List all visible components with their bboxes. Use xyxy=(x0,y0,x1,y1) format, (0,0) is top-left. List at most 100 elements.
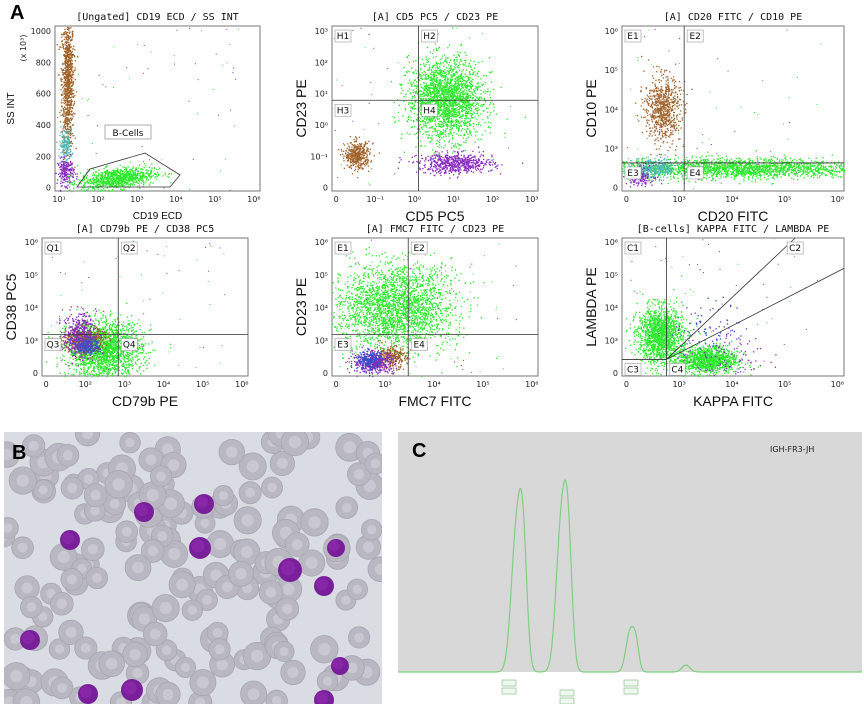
plot-title: [B-cells] KAPPA FITC / LAMBDA PE xyxy=(637,224,830,235)
plot-frame xyxy=(54,25,261,192)
x-axis-label: FMC7 FITC xyxy=(398,393,471,409)
plot-svg-cd20-cd10: [A] CD20 FITC / CD10 PE CD20 FITC CD10 PE 0… xyxy=(583,12,846,224)
x-tick-label: 10⁰ xyxy=(408,195,421,204)
lymphocytes xyxy=(20,494,349,704)
event-dots xyxy=(45,240,226,378)
scatter-cd20-cd10: [A] CD20 FITC / CD10 PE CD20 FITC CD10 PE 0… xyxy=(580,6,864,224)
x-tick-label: 10³ xyxy=(672,195,685,204)
quadrant-label: E4 xyxy=(689,169,701,179)
x-tick-label: 10⁶ xyxy=(525,380,538,389)
quadrant-label: E3 xyxy=(337,341,348,351)
x-tick-label: 10⁴ xyxy=(427,380,440,389)
y-axis-label: CD23 PE xyxy=(293,278,309,336)
scatter-fmc7-cd23: [A] FMC7 FITC / CD23 PE FMC7 FITC CD23 PE 0… xyxy=(290,222,580,422)
x-tick-label: 10⁶ xyxy=(247,195,260,204)
y-tick-label: 200 xyxy=(36,152,51,161)
y-tick-label: 10⁶ xyxy=(605,27,618,36)
y-tick-label: 10⁶ xyxy=(315,238,328,247)
x-axis-label: CD19 ECD xyxy=(133,211,182,222)
y-tick-label: 10⁵ xyxy=(605,271,618,280)
electropherogram-svg: IGH-FR3-JH xyxy=(398,432,862,705)
quadrant-label: E2 xyxy=(414,244,425,254)
y-tick-label: 10¹ xyxy=(315,90,328,99)
y-tick-label: 10⁻¹ xyxy=(310,152,328,161)
y-tick-label: 0 xyxy=(33,369,38,378)
y-tick-label: 10³ xyxy=(605,145,618,154)
y-tick-label: 10⁶ xyxy=(605,238,618,247)
x-tick-label: 10⁴ xyxy=(169,195,182,204)
quadrant-label: E1 xyxy=(337,244,348,254)
event-dots xyxy=(625,238,818,378)
x-tick-label: 0 xyxy=(624,380,629,389)
quadrant-label: E2 xyxy=(689,32,700,42)
plot-svg-kappa-lambda: [B-cells] KAPPA FITC / LAMBDA PE KAPPA FI… xyxy=(583,224,845,409)
quadrant-label: E4 xyxy=(414,341,426,351)
scatter-cd19-ss: [Ungated] CD19 ECD / SS INT CD19 ECD SS IN… xyxy=(0,6,290,222)
panel-label-a: A xyxy=(10,2,25,24)
x-tick-label: 10⁶ xyxy=(831,380,844,389)
quadrant-label: C3 xyxy=(627,365,639,375)
trace-title: IGH-FR3-JH xyxy=(770,445,814,454)
x-axis-label: KAPPA FITC xyxy=(693,393,773,409)
y-axis-label: CD38 PC5 xyxy=(3,273,19,340)
plot-svg-cd79b-cd38: [A] CD79b PE / CD38 PC5 CD79b PE CD38 PC5 0… xyxy=(3,224,249,409)
quadrant-label: Q2 xyxy=(123,244,136,254)
scatter-cd5-cd23: [A] CD5 PC5 / CD23 PE CD5 PC5 CD23 PE 0 10⁻¹… xyxy=(290,6,580,224)
panel-label-c: C xyxy=(412,440,427,462)
blood-smear-svg xyxy=(4,432,382,704)
quadrant-label: H1 xyxy=(337,32,350,42)
y-tick-label: 0 xyxy=(46,184,51,193)
x-tick-label: 10³ xyxy=(118,380,131,389)
x-tick-label: 10⁴ xyxy=(157,380,170,389)
y-tick-label: 10⁶ xyxy=(25,238,38,247)
x-tick-label: 0 xyxy=(624,195,629,204)
x-axis-label: CD20 FITC xyxy=(698,208,769,224)
y-tick-label: 10⁵ xyxy=(605,66,618,75)
event-dots xyxy=(333,27,527,186)
quadrant-label: C1 xyxy=(627,244,639,254)
y-tick-label: 10⁴ xyxy=(605,105,618,114)
y-tick-label: 10³ xyxy=(315,336,328,345)
x-tick-label: 0 xyxy=(334,380,339,389)
y-tick-label: 10⁴ xyxy=(315,304,328,313)
y-tick-label: 10³ xyxy=(25,336,38,345)
y-axis-label: SS INT xyxy=(6,92,17,124)
y-tick-label: 800 xyxy=(36,58,51,67)
plot-svg-cd5-cd23: [A] CD5 PC5 / CD23 PE CD5 PC5 CD23 PE 0 10⁻¹… xyxy=(293,12,539,224)
x-tick-label: 10⁵ xyxy=(778,380,791,389)
x-tick-label: 10³ xyxy=(672,380,685,389)
x-tick-label: 10⁵ xyxy=(196,380,209,389)
x-tick-label: 10⁵ xyxy=(208,195,221,204)
scatter-cd79b-cd38: [A] CD79b PE / CD38 PC5 CD79b PE CD38 PC5 0… xyxy=(0,222,290,422)
x-tick-label: 10⁻¹ xyxy=(366,195,384,204)
plot-svg-cd19-ss: [Ungated] CD19 ECD / SS INT CD19 ECD SS IN… xyxy=(6,12,261,222)
quadrant-label: H2 xyxy=(423,32,436,42)
y-tick-label: 10³ xyxy=(605,336,618,345)
quadrant-label: E3 xyxy=(627,169,638,179)
x-tick-label: 10⁴ xyxy=(725,380,738,389)
event-dots xyxy=(332,239,517,378)
quadrant-label: E1 xyxy=(627,32,638,42)
y-tick-label: 0 xyxy=(613,369,618,378)
y-axis-label: LAMBDA PE xyxy=(583,267,599,346)
scatter-kappa-lambda: [B-cells] KAPPA FITC / LAMBDA PE KAPPA FI… xyxy=(580,222,864,422)
quadrant-label: Q1 xyxy=(47,244,60,254)
gate-label: B-Cells xyxy=(113,129,144,139)
y-axis-label: CD23 PE xyxy=(293,79,309,137)
y-tick-label: 0 xyxy=(323,184,328,193)
y-tick-label: 10² xyxy=(315,58,328,67)
x-tick-label: 10² xyxy=(486,195,499,204)
x-tick-label: 10⁵ xyxy=(778,195,791,204)
blood-smear-image xyxy=(4,432,382,704)
quadrant-label: Q4 xyxy=(123,341,136,351)
plot-title: [Ungated] CD19 ECD / SS INT xyxy=(76,12,239,23)
x-tick-label: 10³ xyxy=(378,380,391,389)
x-tick-label: 10¹ xyxy=(447,195,460,204)
quadrant-label: H3 xyxy=(337,106,350,116)
y-tick-label: 10⁵ xyxy=(315,271,328,280)
y-tick-label: 0 xyxy=(323,369,328,378)
y-tick-label: 0 xyxy=(613,184,618,193)
y-axis-multiplier: (x 10³) xyxy=(19,35,28,62)
x-tick-label: 10⁶ xyxy=(235,380,248,389)
plot-title: [A] CD79b PE / CD38 PC5 xyxy=(76,224,214,235)
